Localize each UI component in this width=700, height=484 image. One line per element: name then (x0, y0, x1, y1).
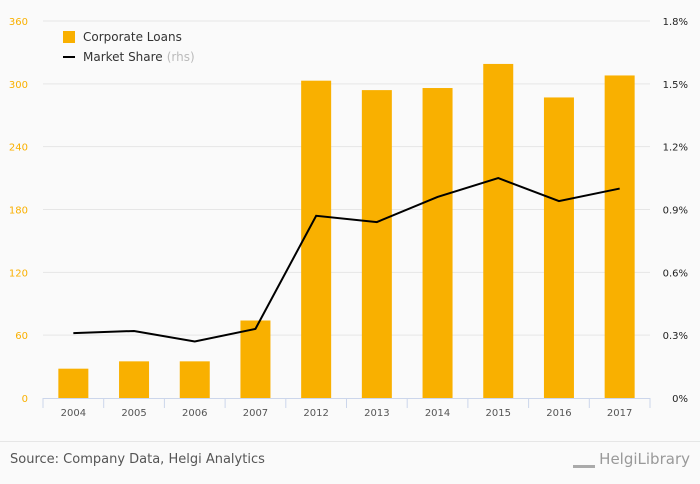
bar (483, 64, 513, 398)
legend-item-market-share[interactable]: Market Share (rhs) (63, 47, 195, 67)
y-tick-label: 120 (9, 268, 28, 279)
legend: Corporate Loans Market Share (rhs) (63, 27, 195, 67)
y2-tick-label: 1.2% (663, 143, 688, 154)
bar (240, 321, 270, 398)
bar (423, 88, 453, 398)
x-tick-label: 2012 (303, 408, 328, 419)
x-tick-label: 2006 (182, 408, 207, 419)
footer: Source: Company Data, Helgi Analytics He… (0, 441, 700, 484)
y-tick-label: 180 (9, 206, 28, 217)
helgi-library-logo[interactable]: HelgiLibrary (573, 450, 690, 468)
x-tick-label: 2005 (121, 408, 146, 419)
x-tick-label: 2017 (607, 408, 632, 419)
x-tick-label: 2014 (425, 408, 450, 419)
x-tick-label: 2013 (364, 408, 389, 419)
bar (119, 361, 149, 398)
bar (362, 90, 392, 398)
y2-tick-label: 0.9% (663, 206, 688, 217)
y2-tick-label: 0.3% (663, 331, 688, 342)
x-tick-label: 2004 (61, 408, 86, 419)
source-text: Source: Company Data, Helgi Analytics (10, 452, 265, 467)
legend-item-corporate-loans[interactable]: Corporate Loans (63, 27, 195, 47)
bar-swatch-icon (63, 31, 75, 43)
market-share-line (73, 178, 619, 341)
line-swatch-icon (63, 56, 75, 58)
x-tick-label: 2016 (546, 408, 571, 419)
bar (605, 75, 635, 398)
logo-icon (573, 451, 595, 468)
legend-label: Corporate Loans (83, 30, 182, 44)
legend-rhs-note: (rhs) (167, 50, 195, 64)
bar (544, 97, 574, 398)
y-tick-label: 60 (15, 331, 28, 342)
logo-text: HelgiLibrary (599, 450, 690, 468)
bar (180, 361, 210, 398)
y2-tick-label: 1.8% (663, 17, 688, 28)
bar (301, 81, 331, 398)
legend-label: Market Share (83, 50, 163, 64)
y-tick-label: 240 (9, 143, 28, 154)
y2-tick-label: 0.6% (663, 268, 688, 279)
y2-tick-label: 1.5% (663, 80, 688, 91)
bar (58, 369, 88, 398)
y-tick-label: 0 (22, 394, 28, 405)
y-tick-label: 360 (9, 17, 28, 28)
x-tick-label: 2007 (243, 408, 268, 419)
y2-tick-label: 0% (672, 394, 688, 405)
x-tick-label: 2015 (486, 408, 511, 419)
y-tick-label: 300 (9, 80, 28, 91)
